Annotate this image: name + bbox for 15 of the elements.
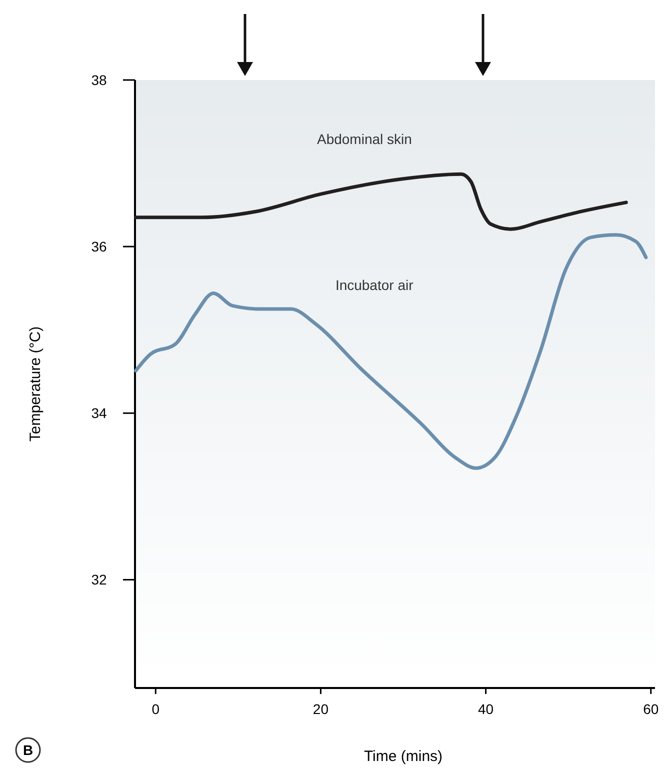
y-axis-title: Temperature (°C) bbox=[27, 326, 44, 442]
text: B bbox=[22, 742, 34, 758]
x-tick-label: 40 bbox=[478, 701, 494, 717]
x-tick-label: 0 bbox=[152, 701, 160, 717]
text: Abdominal skin bbox=[316, 131, 412, 148]
line-series bbox=[134, 172, 628, 231]
y-tick-label: 32 bbox=[91, 572, 107, 588]
text: Incubator air bbox=[335, 276, 414, 293]
x-axis-title: Time (mins) bbox=[364, 748, 443, 765]
y-tick-label: 38 bbox=[91, 72, 107, 88]
x-tick-label: 60 bbox=[643, 701, 659, 717]
line-series bbox=[134, 233, 648, 470]
y-tick-label: 34 bbox=[91, 405, 107, 422]
y-tick-label: 36 bbox=[91, 238, 107, 255]
x-tick-label: 20 bbox=[312, 701, 329, 717]
